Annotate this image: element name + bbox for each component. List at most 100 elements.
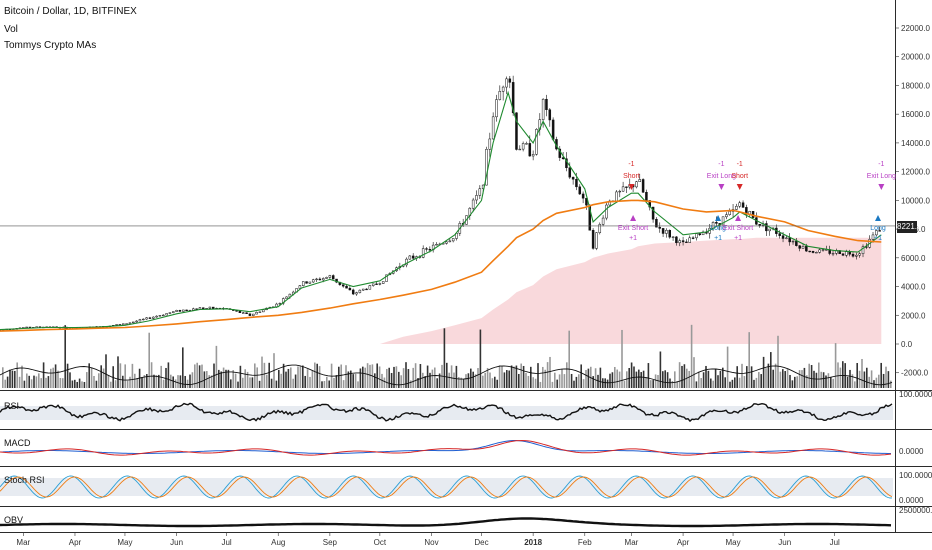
volume-bar (6, 376, 9, 388)
obv-pane-label[interactable]: OBV (4, 515, 24, 525)
volume-bar (786, 369, 789, 388)
volume-bar (748, 332, 750, 388)
price-tick-label: 14000.0 (901, 139, 930, 148)
volume-bar (474, 374, 477, 388)
candle-body (212, 306, 215, 309)
time-tick-label: Aug (271, 538, 285, 547)
symbol-title[interactable]: Bitcoin / Dollar, 1D, BITFINEX (4, 6, 137, 17)
volume-bar (215, 345, 218, 388)
macd-pane-label[interactable]: MACD (4, 438, 31, 448)
signal-bottom-label: +1 (734, 235, 742, 242)
volume-bar (462, 379, 465, 388)
volume-bar (218, 369, 220, 388)
volume-bar (83, 381, 86, 388)
volume-bar (638, 369, 640, 388)
volume-bar (494, 376, 496, 388)
volume-bar (362, 366, 364, 388)
volume-bar (342, 380, 345, 388)
signal-label: Exit Long (867, 173, 896, 180)
candle-body (721, 216, 725, 226)
volume-bar (659, 351, 662, 388)
volume-bar (302, 365, 304, 388)
volume-bar (400, 375, 402, 388)
volume-bar (220, 371, 222, 388)
volume-bar (496, 379, 498, 388)
volume-bar (124, 364, 126, 388)
volume-bar (194, 364, 196, 388)
volume-bar (158, 374, 160, 388)
volume-bar (705, 365, 707, 388)
volume-bar (33, 375, 35, 388)
candle-body (115, 324, 118, 326)
volume-bar (270, 378, 273, 388)
signal-label: Long (710, 225, 726, 232)
candle-body (861, 246, 865, 254)
indicator-tick-label: 100.0000 (899, 471, 932, 480)
volume-bar (882, 373, 885, 388)
volume-bar (146, 374, 148, 388)
volume-bar (746, 366, 748, 388)
candle-body (598, 224, 602, 233)
volume-bar (515, 365, 518, 388)
candle-body (845, 251, 848, 256)
signal-arrow-up (735, 215, 742, 221)
volume-bar (153, 374, 155, 388)
volume-bar (594, 368, 597, 388)
volume-bar (866, 367, 868, 388)
volume-bar (455, 365, 458, 388)
time-tick-label: Jul (221, 538, 231, 547)
volume-bar (693, 357, 695, 388)
candle-body (185, 309, 188, 312)
rsi-pane-label[interactable]: RSI (4, 401, 20, 411)
volume-bar (578, 374, 580, 388)
volume-bar (150, 362, 153, 388)
volume-bar (268, 362, 270, 388)
volume-bar (611, 372, 614, 388)
volume-bar (333, 377, 335, 388)
volume-bar (326, 376, 328, 388)
ma-indicator-label[interactable]: Tommys Crypto MAs (4, 40, 97, 51)
volume-indicator-label[interactable]: Vol (4, 24, 18, 35)
volume-bar (340, 364, 342, 388)
price-tick-label: 6000.0 (901, 254, 926, 263)
price-tick-label: 18000.0 (901, 81, 930, 90)
candle-body (361, 288, 365, 291)
candle-body (508, 78, 512, 83)
volume-bar (402, 368, 405, 388)
price-tick-label: 20000.0 (901, 53, 930, 62)
time-tick-label: Dec (474, 538, 488, 547)
volume-bar (825, 375, 827, 388)
signal-arrow-up (875, 215, 882, 221)
signal-arrow-down (736, 184, 743, 190)
volume-bar (558, 374, 561, 388)
stoch-pane-label[interactable]: Stoch RSI (4, 475, 45, 485)
candle-body (408, 255, 412, 260)
volume-bar (630, 362, 633, 388)
time-tick-label: Feb (578, 538, 592, 547)
candle-body (728, 211, 731, 215)
candle-body (348, 287, 352, 291)
candle-body (152, 316, 155, 319)
volume-bar (467, 373, 470, 388)
volume-bar (662, 371, 664, 388)
candle-body (575, 178, 578, 188)
volume-bar (299, 366, 302, 388)
candle-body (178, 310, 182, 312)
candle-body (491, 116, 495, 140)
volume-bar (11, 370, 14, 388)
volume-bar (482, 375, 484, 388)
candle-body (385, 274, 388, 282)
candle-body (261, 309, 265, 313)
candle-body (595, 232, 598, 249)
volume-bar (47, 376, 50, 388)
volume-bar (196, 362, 198, 388)
volume-bar (758, 372, 760, 388)
volume-bar (458, 377, 460, 388)
volume-bar (549, 356, 551, 388)
time-tick-label: Jun (170, 538, 183, 547)
volume-bar (544, 369, 546, 388)
volume-bar (794, 376, 796, 388)
volume-bar (683, 364, 686, 388)
